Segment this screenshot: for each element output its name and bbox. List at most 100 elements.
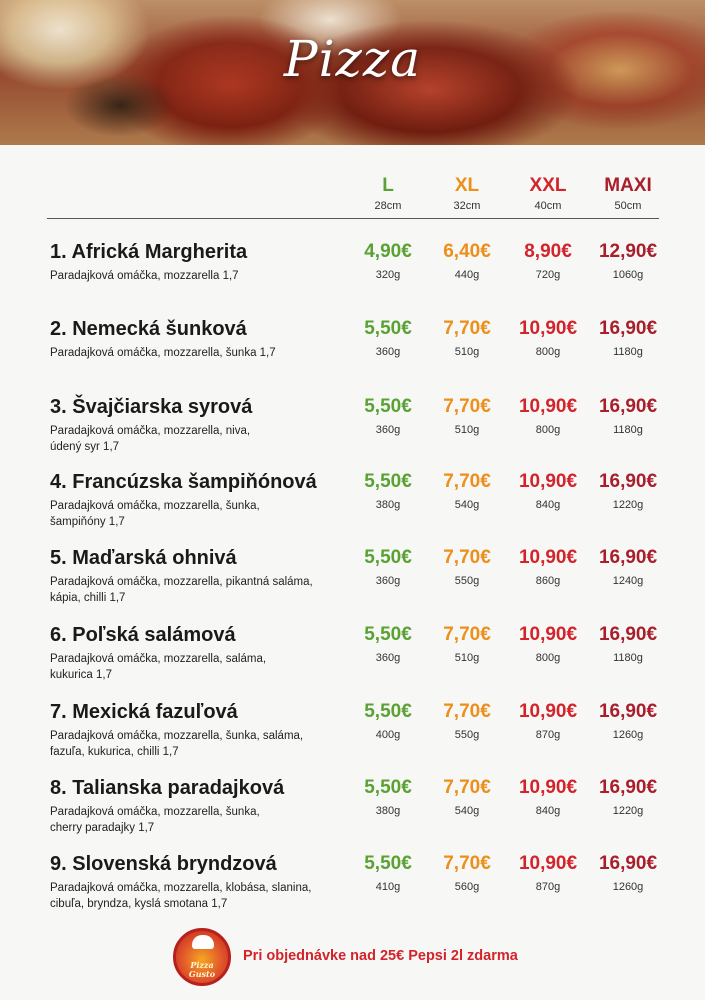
weight-l: 410g — [375, 881, 401, 893]
weight-xl: 510g — [454, 652, 480, 664]
menu-item: 6. Poľská salámová Paradajková omáčka, m… — [0, 623, 705, 693]
weight-xl: 540g — [454, 499, 480, 511]
item-description: Paradajková omáčka, mozzarella 1,7 — [50, 270, 239, 282]
price-xl: 7,70€ — [443, 318, 491, 339]
price-maxi: 16,90€ — [598, 396, 658, 417]
weight-maxi: 1260g — [612, 881, 644, 893]
price-maxi: 16,90€ — [598, 853, 658, 874]
price-xl: 7,70€ — [443, 701, 491, 722]
menu-item: 9. Slovenská bryndzová Paradajková omáčk… — [0, 852, 705, 922]
weight-xl: 510g — [454, 346, 480, 358]
item-description: Paradajková omáčka, mozzarella, niva, úd… — [50, 425, 251, 453]
weight-l: 360g — [375, 652, 401, 664]
menu-item: 3. Švajčiarska syrová Paradajková omáčka… — [0, 395, 705, 465]
size-header-maxi: MAXI 50cm — [583, 175, 673, 212]
weight-xxl: 870g — [535, 881, 561, 893]
weight-maxi: 1260g — [612, 729, 644, 741]
weight-xxl: 860g — [535, 575, 561, 587]
item-name: 4. Francúzska šampiňónová — [50, 471, 317, 493]
chef-hat-icon — [192, 935, 214, 949]
weight-l: 360g — [375, 346, 401, 358]
price-maxi: 16,90€ — [598, 547, 658, 568]
price-l: 5,50€ — [364, 777, 412, 798]
weight-xl: 550g — [454, 729, 480, 741]
item-description: Paradajková omáčka, mozzarella, klobása,… — [50, 882, 312, 910]
hero-banner: Pizza — [0, 0, 705, 145]
weight-xxl: 870g — [535, 729, 561, 741]
price-xxl: 10,90€ — [518, 853, 578, 874]
menu-item: 1. Africká Margherita Paradajková omáčka… — [0, 240, 705, 310]
price-l: 5,50€ — [364, 624, 412, 645]
weight-l: 360g — [375, 575, 401, 587]
size-header-l: L 28cm — [343, 175, 433, 212]
weight-xl: 550g — [454, 575, 480, 587]
price-xl: 7,70€ — [443, 853, 491, 874]
weight-xl: 510g — [454, 424, 480, 436]
item-name: 5. Maďarská ohnivá — [50, 547, 237, 569]
weight-l: 400g — [375, 729, 401, 741]
price-maxi: 16,90€ — [598, 471, 658, 492]
size-label: MAXI — [604, 175, 652, 196]
menu-item: 8. Talianska paradajková Paradajková omá… — [0, 776, 705, 846]
price-xl: 7,70€ — [443, 547, 491, 568]
weight-xl: 540g — [454, 805, 480, 817]
item-name: 3. Švajčiarska syrová — [50, 396, 253, 418]
weight-maxi: 1240g — [612, 575, 644, 587]
price-xxl: 10,90€ — [518, 624, 578, 645]
logo-text: Pizza Gusto — [188, 960, 216, 979]
price-maxi: 16,90€ — [598, 624, 658, 645]
weight-l: 380g — [375, 499, 401, 511]
price-xxl: 10,90€ — [518, 396, 578, 417]
price-l: 5,50€ — [364, 471, 412, 492]
item-name: 6. Poľská salámová — [50, 624, 236, 646]
price-l: 5,50€ — [364, 547, 412, 568]
menu-item: 5. Maďarská ohnivá Paradajková omáčka, m… — [0, 546, 705, 616]
item-description: Paradajková omáčka, mozzarella, saláma, … — [50, 653, 267, 681]
weight-l: 380g — [375, 805, 401, 817]
price-l: 5,50€ — [364, 396, 412, 417]
weight-maxi: 1220g — [612, 805, 644, 817]
weight-maxi: 1180g — [613, 346, 643, 358]
weight-xxl: 840g — [535, 805, 561, 817]
weight-maxi: 1220g — [612, 499, 644, 511]
price-xxl: 10,90€ — [518, 777, 578, 798]
price-xxl: 8,90€ — [524, 241, 572, 262]
price-xxl: 10,90€ — [518, 471, 578, 492]
promo-text: Pri objednávke nad 25€ Pepsi 2l zdarma — [243, 948, 518, 964]
menu-item: 7. Mexická fazuľová Paradajková omáčka, … — [0, 700, 705, 770]
price-xl: 7,70€ — [443, 471, 491, 492]
price-l: 5,50€ — [364, 701, 412, 722]
item-description: Paradajková omáčka, mozzarella, šunka, š… — [50, 500, 260, 528]
price-l: 5,50€ — [364, 318, 412, 339]
weight-xxl: 800g — [535, 424, 561, 436]
price-l: 4,90€ — [364, 241, 412, 262]
weight-xl: 560g — [454, 881, 480, 893]
size-diameter: 40cm — [534, 200, 562, 212]
size-diameter: 50cm — [614, 200, 642, 212]
footer: Pizza Gusto Pri objednávke nad 25€ Pepsi… — [0, 928, 705, 988]
menu-item: 2. Nemecká šunková Paradajková omáčka, m… — [0, 317, 705, 387]
size-diameter: 28cm — [374, 200, 402, 212]
weight-xxl: 800g — [535, 652, 561, 664]
price-xl: 7,70€ — [443, 624, 491, 645]
item-name: 1. Africká Margherita — [50, 241, 248, 263]
weight-l: 360g — [375, 424, 401, 436]
size-header-xl: XL 32cm — [422, 175, 512, 212]
weight-l: 320g — [375, 269, 401, 281]
price-xl: 7,70€ — [443, 777, 491, 798]
price-maxi: 16,90€ — [598, 777, 658, 798]
item-description: Paradajková omáčka, mozzarella, pikantná… — [50, 576, 313, 604]
weight-xl: 440g — [454, 269, 480, 281]
size-label: XL — [454, 175, 480, 196]
size-label: L — [382, 175, 394, 196]
price-maxi: 16,90€ — [598, 318, 658, 339]
item-name: 9. Slovenská bryndzová — [50, 853, 277, 875]
size-diameter: 32cm — [453, 200, 481, 212]
header-divider — [47, 218, 659, 219]
weight-xxl: 840g — [535, 499, 561, 511]
price-xl: 7,70€ — [443, 396, 491, 417]
pizza-logo-icon: Pizza Gusto — [173, 928, 231, 986]
menu-item: 4. Francúzska šampiňónová Paradajková om… — [0, 470, 705, 540]
price-maxi: 12,90€ — [598, 241, 658, 262]
size-header-xxl: XXL 40cm — [503, 175, 593, 212]
